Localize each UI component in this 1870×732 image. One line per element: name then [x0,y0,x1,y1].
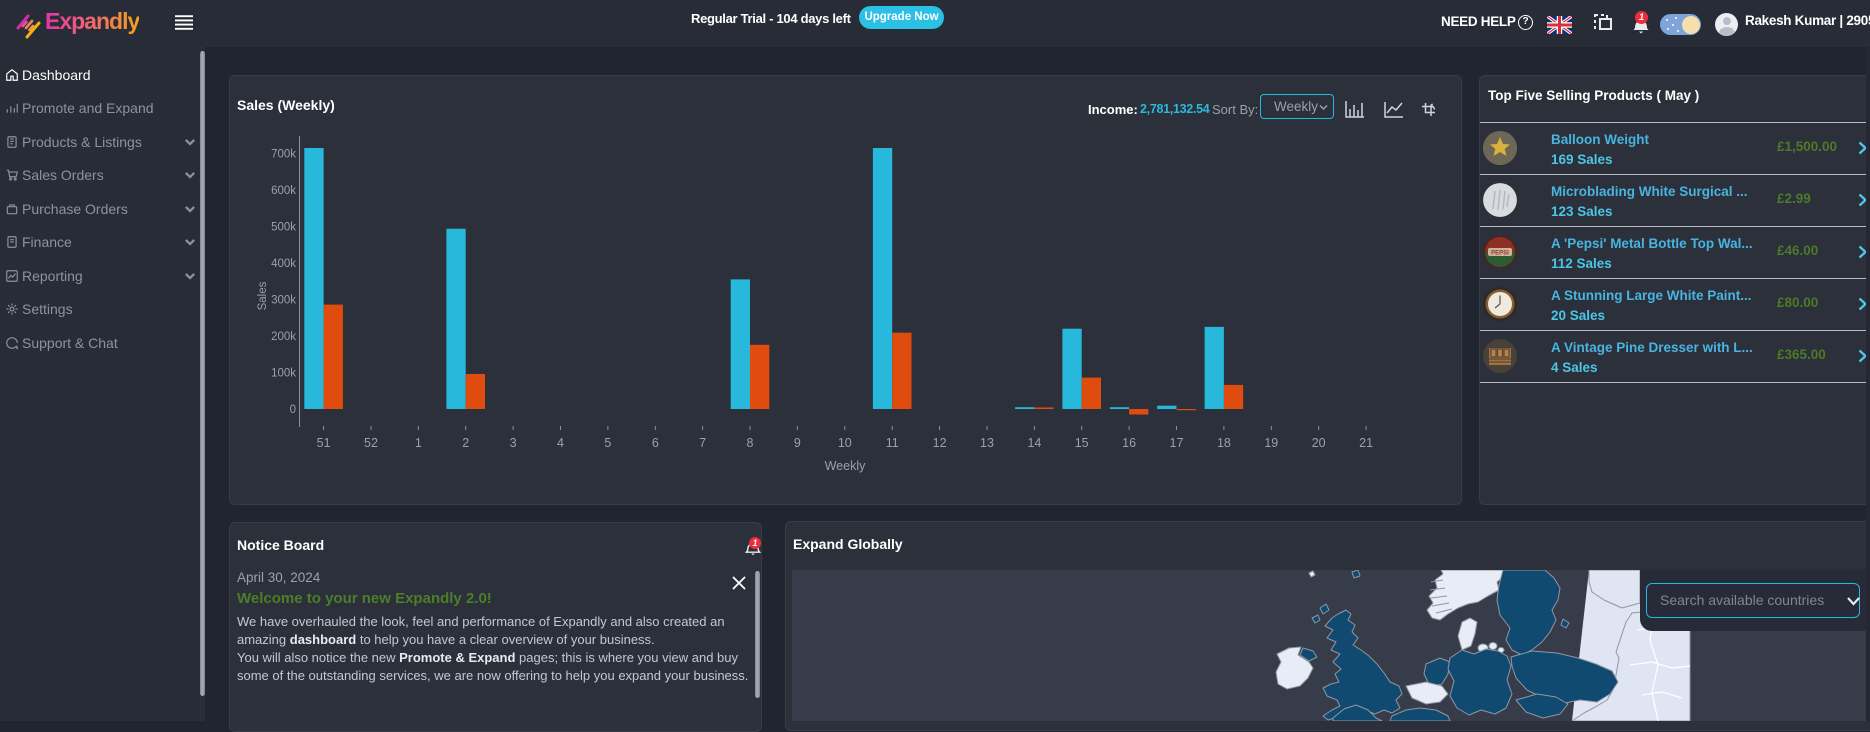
svg-text:6: 6 [652,436,659,450]
svg-text:Weekly: Weekly [825,459,867,473]
svg-text:8: 8 [747,436,754,450]
svg-text:200k: 200k [271,331,296,343]
svg-text:5: 5 [604,436,611,450]
svg-text:300k: 300k [271,295,296,307]
svg-text:20: 20 [1312,436,1326,450]
svg-text:PEPSI: PEPSI [1491,251,1509,257]
svg-text:17: 17 [1170,436,1184,450]
svg-text:18: 18 [1217,436,1231,450]
svg-text:21: 21 [1359,436,1373,450]
svg-text:12: 12 [933,436,947,450]
svg-text:3: 3 [510,436,517,450]
svg-text:11: 11 [886,436,899,450]
svg-text:51: 51 [317,436,331,450]
svg-text:500k: 500k [271,222,296,234]
svg-text:14: 14 [1027,436,1041,450]
svg-text:19: 19 [1264,436,1278,450]
svg-text:600k: 600k [271,185,296,197]
svg-text:9: 9 [794,436,801,450]
svg-text:52: 52 [364,436,378,450]
svg-text:4: 4 [557,436,564,450]
svg-text:2: 2 [462,436,469,450]
svg-text:15: 15 [1075,436,1089,450]
svg-text:100k: 100k [271,368,296,380]
svg-text:400k: 400k [271,258,296,270]
svg-text:0: 0 [290,404,296,416]
svg-text:16: 16 [1122,436,1136,450]
svg-text:700k: 700k [271,149,296,161]
svg-text:7: 7 [699,436,706,450]
svg-text:1: 1 [415,436,422,450]
svg-text:10: 10 [838,436,852,450]
svg-text:Sales: Sales [257,281,269,310]
svg-text:13: 13 [980,436,994,450]
